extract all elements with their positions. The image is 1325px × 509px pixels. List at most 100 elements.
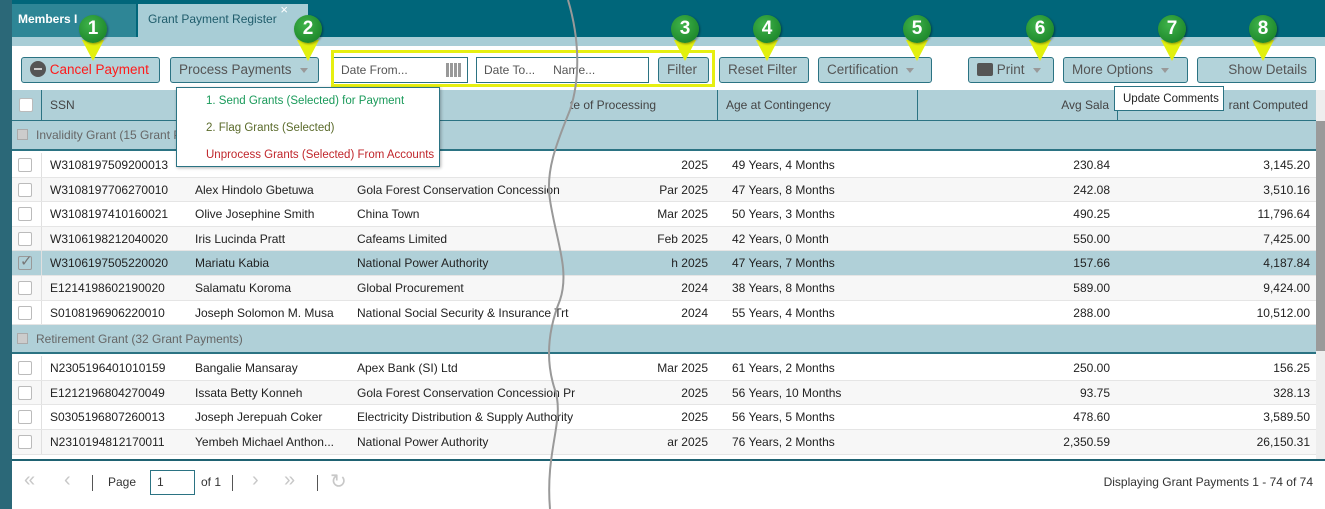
- table-row[interactable]: N2310194812170011 Yembeh Michael Anthon.…: [12, 430, 1316, 455]
- collapse-icon[interactable]: [17, 333, 28, 345]
- show-details-button[interactable]: Show Details: [1197, 57, 1316, 83]
- prev-page-icon[interactable]: ‹: [64, 469, 71, 491]
- cell-date: 2024: [681, 281, 708, 295]
- menu-item-update-comments[interactable]: Update Comments: [1123, 93, 1219, 105]
- select-all-checkbox[interactable]: [12, 90, 42, 121]
- date-to-placeholder: Date To...: [484, 63, 536, 77]
- first-page-icon[interactable]: «: [24, 469, 36, 491]
- refresh-icon[interactable]: ↻: [330, 471, 347, 493]
- cell-date: 2025: [681, 410, 708, 425]
- cell-employer: National Power Authority: [357, 435, 489, 449]
- row-checkbox[interactable]: [18, 361, 32, 376]
- cell-ssn: W3106198212040020: [50, 231, 169, 246]
- row-checkbox[interactable]: [18, 158, 32, 172]
- date-to-input[interactable]: Date To... Name...: [476, 57, 649, 83]
- table-row[interactable]: W3108197706270010 Alex Hindolo Gbetuwa G…: [12, 177, 1316, 203]
- collapse-icon[interactable]: [17, 129, 28, 140]
- checkbox-cell: [12, 177, 42, 202]
- tab-members[interactable]: Members I: [12, 4, 136, 37]
- cell-avg-salary: 93.75: [1079, 385, 1110, 400]
- cell-employer: Gola Forest Conservation Concession: [357, 182, 560, 197]
- cell-avg-salary: 230.84: [1073, 158, 1110, 172]
- date-from-input[interactable]: Date From...: [333, 57, 468, 83]
- cell-name: Joseph Jerepuah Coker: [195, 410, 323, 425]
- print-label: Print: [996, 62, 1025, 77]
- row-checkbox[interactable]: [18, 410, 32, 425]
- table-row[interactable]: E1214198602190020 Salamatu Koroma Global…: [12, 276, 1316, 301]
- table-row[interactable]: E1212196804270049 Issata Betty Konneh Go…: [12, 380, 1316, 406]
- table-row[interactable]: W3106198212040020 Iris Lucinda Pratt Caf…: [12, 226, 1316, 252]
- filter-highlight: [331, 50, 715, 87]
- annotation-arrow-icon: [82, 40, 104, 61]
- menu-item-flag-grants[interactable]: 2. Flag Grants (Selected): [206, 122, 335, 134]
- cell-name: Joseph Solomon M. Musa: [195, 305, 334, 320]
- certification-label: Certification: [827, 62, 899, 77]
- filter-button[interactable]: Filter: [658, 57, 709, 83]
- menu-item-send-grants[interactable]: 1. Send Grants (Selected) for Payment: [206, 95, 405, 107]
- table-row[interactable]: W3108197410160021 Olive Josephine Smith …: [12, 202, 1316, 227]
- print-button[interactable]: Print: [968, 57, 1054, 83]
- table-row[interactable]: S0305196807260013 Joseph Jerepuah Coker …: [12, 405, 1316, 430]
- page-label: Page: [108, 475, 137, 489]
- column-grant-computed[interactable]: rant Computed: [1228, 98, 1308, 112]
- annotation-badge: 8: [1249, 15, 1277, 43]
- cell-ssn: W3108197410160021: [50, 207, 169, 222]
- cell-grant: 26,150.31: [1256, 435, 1310, 449]
- certification-button[interactable]: Certification: [818, 57, 932, 83]
- annotation-arrow-icon: [1252, 40, 1274, 61]
- check-icon: ✓: [20, 253, 33, 271]
- checkbox-cell: [12, 153, 42, 177]
- tab-grant-payment-register[interactable]: Grant Payment Register ×: [138, 2, 308, 37]
- scrollbar-thumb[interactable]: [1316, 121, 1325, 351]
- cell-avg-salary: 242.08: [1073, 182, 1110, 197]
- group-label: Invalidity Grant (15 Grant P: [36, 128, 182, 142]
- row-checkbox[interactable]: [18, 281, 32, 295]
- cancel-payment-label: Cancel Payment: [49, 62, 149, 77]
- table-row[interactable]: S0108196906220010 Joseph Solomon M. Musa…: [12, 300, 1316, 326]
- annotation-badge: 1: [79, 15, 107, 43]
- name-input[interactable]: Name...: [553, 63, 596, 77]
- checkbox-cell: [12, 202, 42, 226]
- row-checkbox[interactable]: [18, 231, 32, 246]
- cell-ssn: E1214198602190020: [50, 281, 165, 295]
- annotation-arrow-icon: [1029, 40, 1051, 61]
- column-age[interactable]: Age at Contingency: [718, 90, 918, 121]
- column-ssn[interactable]: SSN: [42, 90, 190, 121]
- cell-avg-salary: 250.00: [1073, 361, 1110, 376]
- more-options-label: More Options: [1072, 62, 1154, 77]
- cell-ssn: W3108197706270010: [50, 182, 169, 197]
- close-icon[interactable]: ×: [280, 2, 288, 17]
- row-checkbox[interactable]: [18, 207, 32, 222]
- torn-divider: [547, 0, 579, 509]
- cell-employer: China Town: [357, 207, 420, 222]
- row-checkbox[interactable]: [18, 182, 32, 197]
- group-header[interactable]: Retirement Grant (32 Grant Payments): [12, 325, 1316, 355]
- table-row[interactable]: ✓ W3106197505220020 Mariatu Kabia Nation…: [12, 251, 1316, 276]
- cell-grant: 3,589.50: [1263, 410, 1310, 425]
- table-row[interactable]: N2305196401010159 Bangalie Mansaray Apex…: [12, 356, 1316, 381]
- menu-item-unprocess-grants[interactable]: Unprocess Grants (Selected) From Account…: [206, 149, 435, 161]
- cell-grant: 10,512.00: [1256, 305, 1310, 320]
- page-input[interactable]: 1: [150, 470, 195, 495]
- column-avg-salary[interactable]: Avg Sala: [918, 90, 1118, 121]
- next-page-icon[interactable]: ›: [252, 469, 259, 491]
- process-payments-button[interactable]: Process Payments: [170, 57, 319, 83]
- checkbox-cell: [12, 226, 42, 251]
- more-options-button[interactable]: More Options: [1063, 57, 1188, 83]
- cell-age: 47 Years, 7 Months: [732, 256, 835, 271]
- cell-date: 2024: [681, 305, 708, 320]
- cell-age: 76 Years, 2 Months: [732, 435, 835, 449]
- caret-down-icon: [299, 67, 308, 73]
- checkbox-cell: ✓: [12, 251, 42, 275]
- row-checkbox[interactable]: [18, 305, 32, 320]
- cell-date: ar 2025: [667, 435, 708, 449]
- row-checkbox[interactable]: [18, 435, 32, 449]
- cell-date: Mar 2025: [657, 207, 708, 222]
- process-payments-label: Process Payments: [179, 62, 292, 77]
- reset-filter-button[interactable]: Reset Filter: [719, 57, 809, 83]
- row-checkbox[interactable]: [18, 385, 32, 400]
- last-page-icon[interactable]: »: [284, 469, 296, 491]
- row-checkbox[interactable]: ✓: [18, 253, 33, 271]
- calendar-icon[interactable]: [446, 63, 462, 77]
- column-date-of-processing[interactable]: te of Processing: [190, 90, 718, 121]
